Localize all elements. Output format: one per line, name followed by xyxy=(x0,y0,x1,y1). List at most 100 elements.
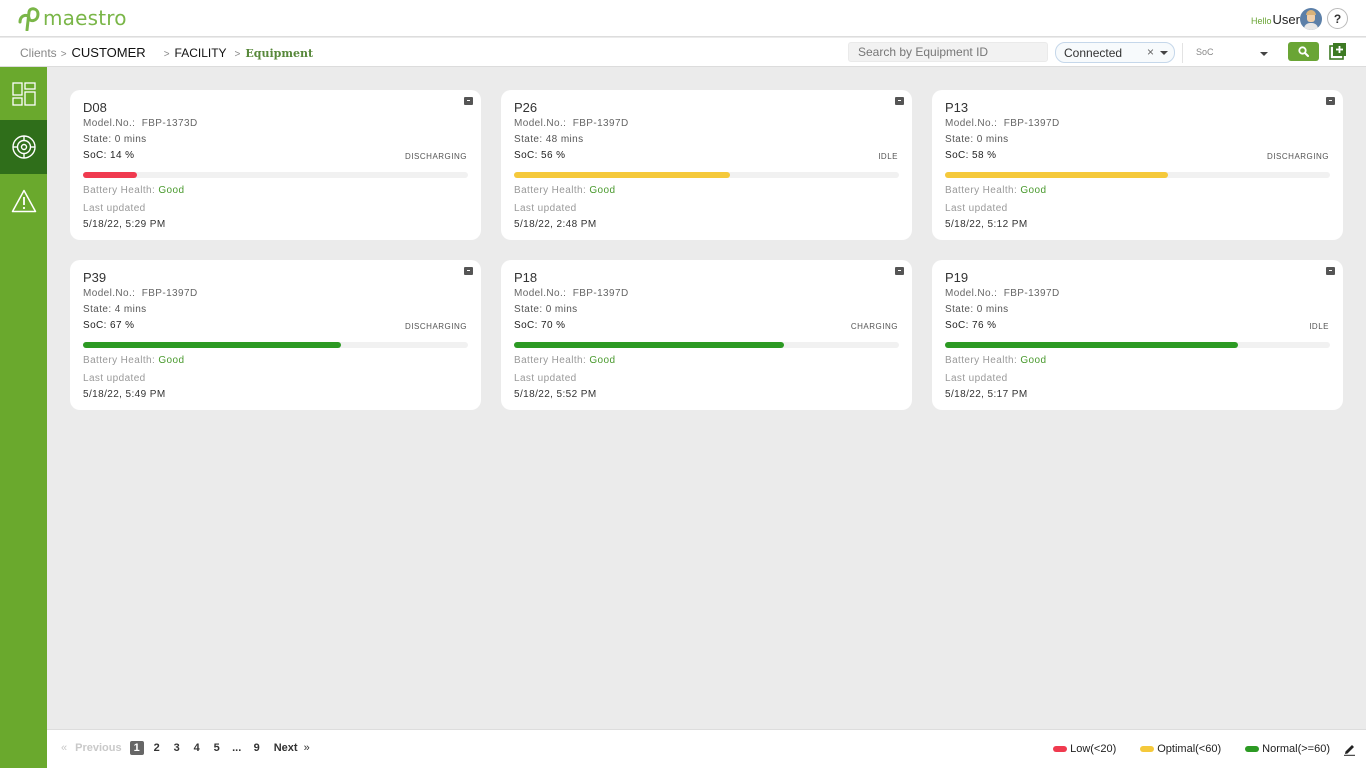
soc-label: SoC: xyxy=(83,320,107,331)
equipment-id[interactable]: P19 xyxy=(945,270,969,285)
search-icon xyxy=(1298,46,1309,57)
equipment-card[interactable]: P18 Model.No.: FBP-1397D State: 0 mins SoC:… xyxy=(501,260,912,410)
soc-filter-select[interactable]: SoC xyxy=(1182,43,1274,63)
state-label: State: xyxy=(945,304,974,315)
equipment-id[interactable]: P18 xyxy=(514,270,538,285)
archive-icon[interactable] xyxy=(1326,267,1335,275)
legend-low-label: Low(<20) xyxy=(1070,743,1117,755)
soc: SoC: 70 % xyxy=(514,320,565,331)
equipment-card[interactable]: P13 Model.No.: FBP-1397D State: 0 mins SoC:… xyxy=(932,90,1343,240)
state: State: 4 mins xyxy=(83,304,147,315)
page-number-button[interactable]: 9 xyxy=(253,742,260,754)
soc: SoC: 14 % xyxy=(83,150,134,161)
archive-icon[interactable] xyxy=(895,267,904,275)
state: State: 0 mins xyxy=(945,304,1009,315)
legend-optimal: Optimal(<60) xyxy=(1140,743,1221,755)
soc-progress-bar xyxy=(945,342,1330,348)
health-label: Battery Health: xyxy=(945,185,1018,196)
equipment-id[interactable]: D08 xyxy=(83,100,107,115)
charge-status: IDLE xyxy=(1309,322,1329,331)
edit-pencil-icon[interactable] xyxy=(1343,743,1356,756)
soc-progress-bar xyxy=(514,172,899,178)
model-number: Model.No.: FBP-1397D xyxy=(83,288,198,299)
soc-label: SoC: xyxy=(945,320,969,331)
avatar[interactable] xyxy=(1300,8,1322,30)
clear-filter-icon[interactable]: × xyxy=(1146,45,1154,59)
last-updated-label: Last updated xyxy=(514,203,577,214)
soc-progress-fill xyxy=(945,172,1169,178)
breadcrumb-clients[interactable]: Clients xyxy=(20,46,57,60)
equipment-id[interactable]: P26 xyxy=(514,100,538,115)
state-label: State: xyxy=(514,304,543,315)
help-button[interactable]: ? xyxy=(1327,8,1348,29)
archive-icon[interactable] xyxy=(464,267,473,275)
last-updated-label: Last updated xyxy=(514,373,577,384)
model-number: Model.No.: FBP-1397D xyxy=(514,288,629,299)
soc-value: 58 % xyxy=(972,150,997,161)
sidebar-item-dashboard[interactable] xyxy=(0,67,47,121)
last-updated-label: Last updated xyxy=(945,373,1008,384)
equipment-card[interactable]: P39 Model.No.: FBP-1397D State: 4 mins SoC:… xyxy=(70,260,481,410)
page-number-button[interactable]: 3 xyxy=(173,742,180,754)
soc-progress-fill xyxy=(83,172,137,178)
next-label: Next xyxy=(273,742,298,754)
last-updated-value: 5/18/22, 2:48 PM xyxy=(514,219,597,230)
soc-value: 14 % xyxy=(110,150,135,161)
archive-icon[interactable] xyxy=(895,97,904,105)
chevron-down-icon[interactable] xyxy=(1260,52,1268,56)
health-value: Good xyxy=(158,185,185,196)
next-page-button[interactable]: Next » xyxy=(274,742,310,754)
soc-value: 76 % xyxy=(972,320,997,331)
page-number-button[interactable]: 1 xyxy=(129,741,144,755)
last-updated-value: 5/18/22, 5:29 PM xyxy=(83,219,166,230)
model-number: Model.No.: FBP-1373D xyxy=(83,118,198,129)
equipment-card[interactable]: D08 Model.No.: FBP-1373D State: 0 mins SoC:… xyxy=(70,90,481,240)
state-label: State: xyxy=(83,304,112,315)
health-label: Battery Health: xyxy=(514,355,587,366)
equipment-card[interactable]: P26 Model.No.: FBP-1397D State: 48 mins SoC… xyxy=(501,90,912,240)
state-label: State: xyxy=(945,134,974,145)
archive-icon[interactable] xyxy=(1326,97,1335,105)
page-number-button[interactable]: 2 xyxy=(153,742,160,754)
page-number-button[interactable]: 4 xyxy=(193,742,200,754)
health-value: Good xyxy=(1020,355,1047,366)
chevron-down-icon[interactable] xyxy=(1160,51,1168,55)
add-equipment-icon[interactable] xyxy=(1329,42,1347,60)
sidebar-item-equipment[interactable] xyxy=(0,120,47,174)
soc-progress-fill xyxy=(945,342,1238,348)
breadcrumb-customer[interactable]: CUSTOMER xyxy=(71,45,146,60)
search-button[interactable] xyxy=(1288,42,1319,61)
model-number: Model.No.: FBP-1397D xyxy=(514,118,629,129)
sidebar-item-alerts[interactable] xyxy=(0,174,47,228)
equipment-card[interactable]: P19 Model.No.: FBP-1397D State: 0 mins SoC:… xyxy=(932,260,1343,410)
connection-filter-select[interactable]: Connected × xyxy=(1055,42,1175,63)
equipment-id[interactable]: P13 xyxy=(945,100,969,115)
chevron-right-icon: » xyxy=(303,742,310,754)
soc-progress-fill xyxy=(83,342,341,348)
soc-label: SoC: xyxy=(83,150,107,161)
health-label: Battery Health: xyxy=(83,355,156,366)
previous-page-button[interactable]: « Previous xyxy=(61,742,122,754)
legend-normal: Normal(>=60) xyxy=(1245,743,1330,755)
model-value: FBP-1397D xyxy=(1003,288,1060,299)
state: State: 0 mins xyxy=(945,134,1009,145)
soc-value: 70 % xyxy=(541,320,566,331)
page-ellipsis: ... xyxy=(232,742,242,754)
equipment-id[interactable]: P39 xyxy=(83,270,107,285)
model-value: FBP-1373D xyxy=(141,118,198,129)
app-logo[interactable]: maestro xyxy=(17,4,127,31)
model-label: Model.No.: xyxy=(83,288,136,299)
dashboard-icon xyxy=(11,82,36,106)
charge-status: CHARGING xyxy=(850,322,898,331)
archive-icon[interactable] xyxy=(464,97,473,105)
soc: SoC: 56 % xyxy=(514,150,565,161)
battery-health: Battery Health: Good xyxy=(945,355,1046,366)
chevron-left-icon: « xyxy=(61,742,68,754)
last-updated-value: 5/18/22, 5:52 PM xyxy=(514,389,597,400)
page-number-button[interactable]: 5 xyxy=(213,742,220,754)
sidebar xyxy=(0,67,47,768)
breadcrumb-facility[interactable]: FACILITY xyxy=(174,46,227,60)
last-updated-label: Last updated xyxy=(83,203,146,214)
last-updated-label: Last updated xyxy=(945,203,1008,214)
equipment-search-input[interactable] xyxy=(848,42,1048,62)
